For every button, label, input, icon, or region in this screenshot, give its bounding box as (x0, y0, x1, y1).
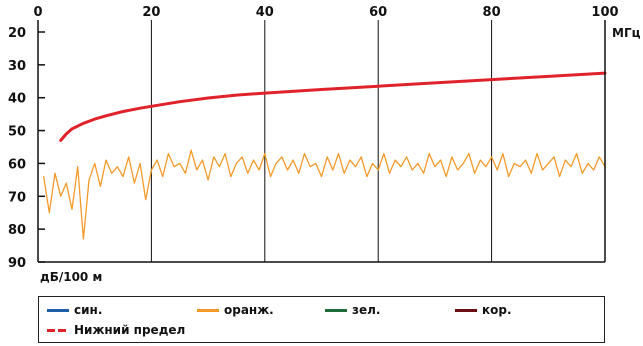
legend: син. оранж. зел. кор. Нижний предел (38, 296, 605, 343)
series-line-1 (43, 149, 606, 240)
series-layer (43, 71, 607, 240)
legend-item-orange: оранж. (197, 303, 274, 317)
legend-label-limit: Нижний предел (74, 323, 186, 337)
y-tick-labels: 20 30 40 50 60 70 80 90 (8, 26, 26, 271)
grid (150, 20, 493, 262)
x-tick-label-0: 0 (33, 5, 42, 20)
legend-label-brown: кор. (482, 303, 512, 317)
legend-swatch-blue (47, 308, 69, 312)
legend-item-limit: Нижний предел (47, 323, 185, 337)
x-tick-label-80: 80 (483, 5, 501, 20)
legend-item-green: зел. (325, 303, 380, 317)
legend-swatch-orange (197, 308, 219, 312)
x-unit-label: МГц (612, 26, 641, 40)
y-tick-label-20: 20 (8, 26, 26, 41)
axes (37, 20, 606, 263)
x-tick-labels: 0 20 40 60 80 100 (33, 5, 618, 20)
legend-label-orange: оранж. (224, 303, 274, 317)
x-tick-label-100: 100 (591, 5, 618, 20)
legend-item-brown: кор. (455, 303, 512, 317)
y-tick-label-80: 80 (8, 223, 26, 238)
legend-swatch-green (325, 308, 347, 312)
legend-label-blue: син. (74, 303, 103, 317)
legend-item-blue: син. (47, 303, 102, 317)
x-tick-label-60: 60 (369, 5, 387, 20)
legend-label-green: зел. (352, 303, 381, 317)
x-tick-label-40: 40 (256, 5, 274, 20)
legend-swatch-brown (455, 308, 477, 312)
series-line-4 (59, 71, 607, 142)
y-tick-label-40: 40 (8, 92, 26, 107)
y-tick-label-60: 60 (8, 157, 26, 172)
y-tick-label-30: 30 (8, 59, 26, 74)
y-tick-label-90: 90 (8, 256, 26, 271)
y-unit-label: дБ/100 м (40, 270, 103, 284)
x-tick-label-20: 20 (142, 5, 160, 20)
y-tick-label-70: 70 (8, 190, 26, 205)
legend-swatch-limit (47, 328, 69, 332)
y-tick-label-50: 50 (8, 125, 26, 140)
